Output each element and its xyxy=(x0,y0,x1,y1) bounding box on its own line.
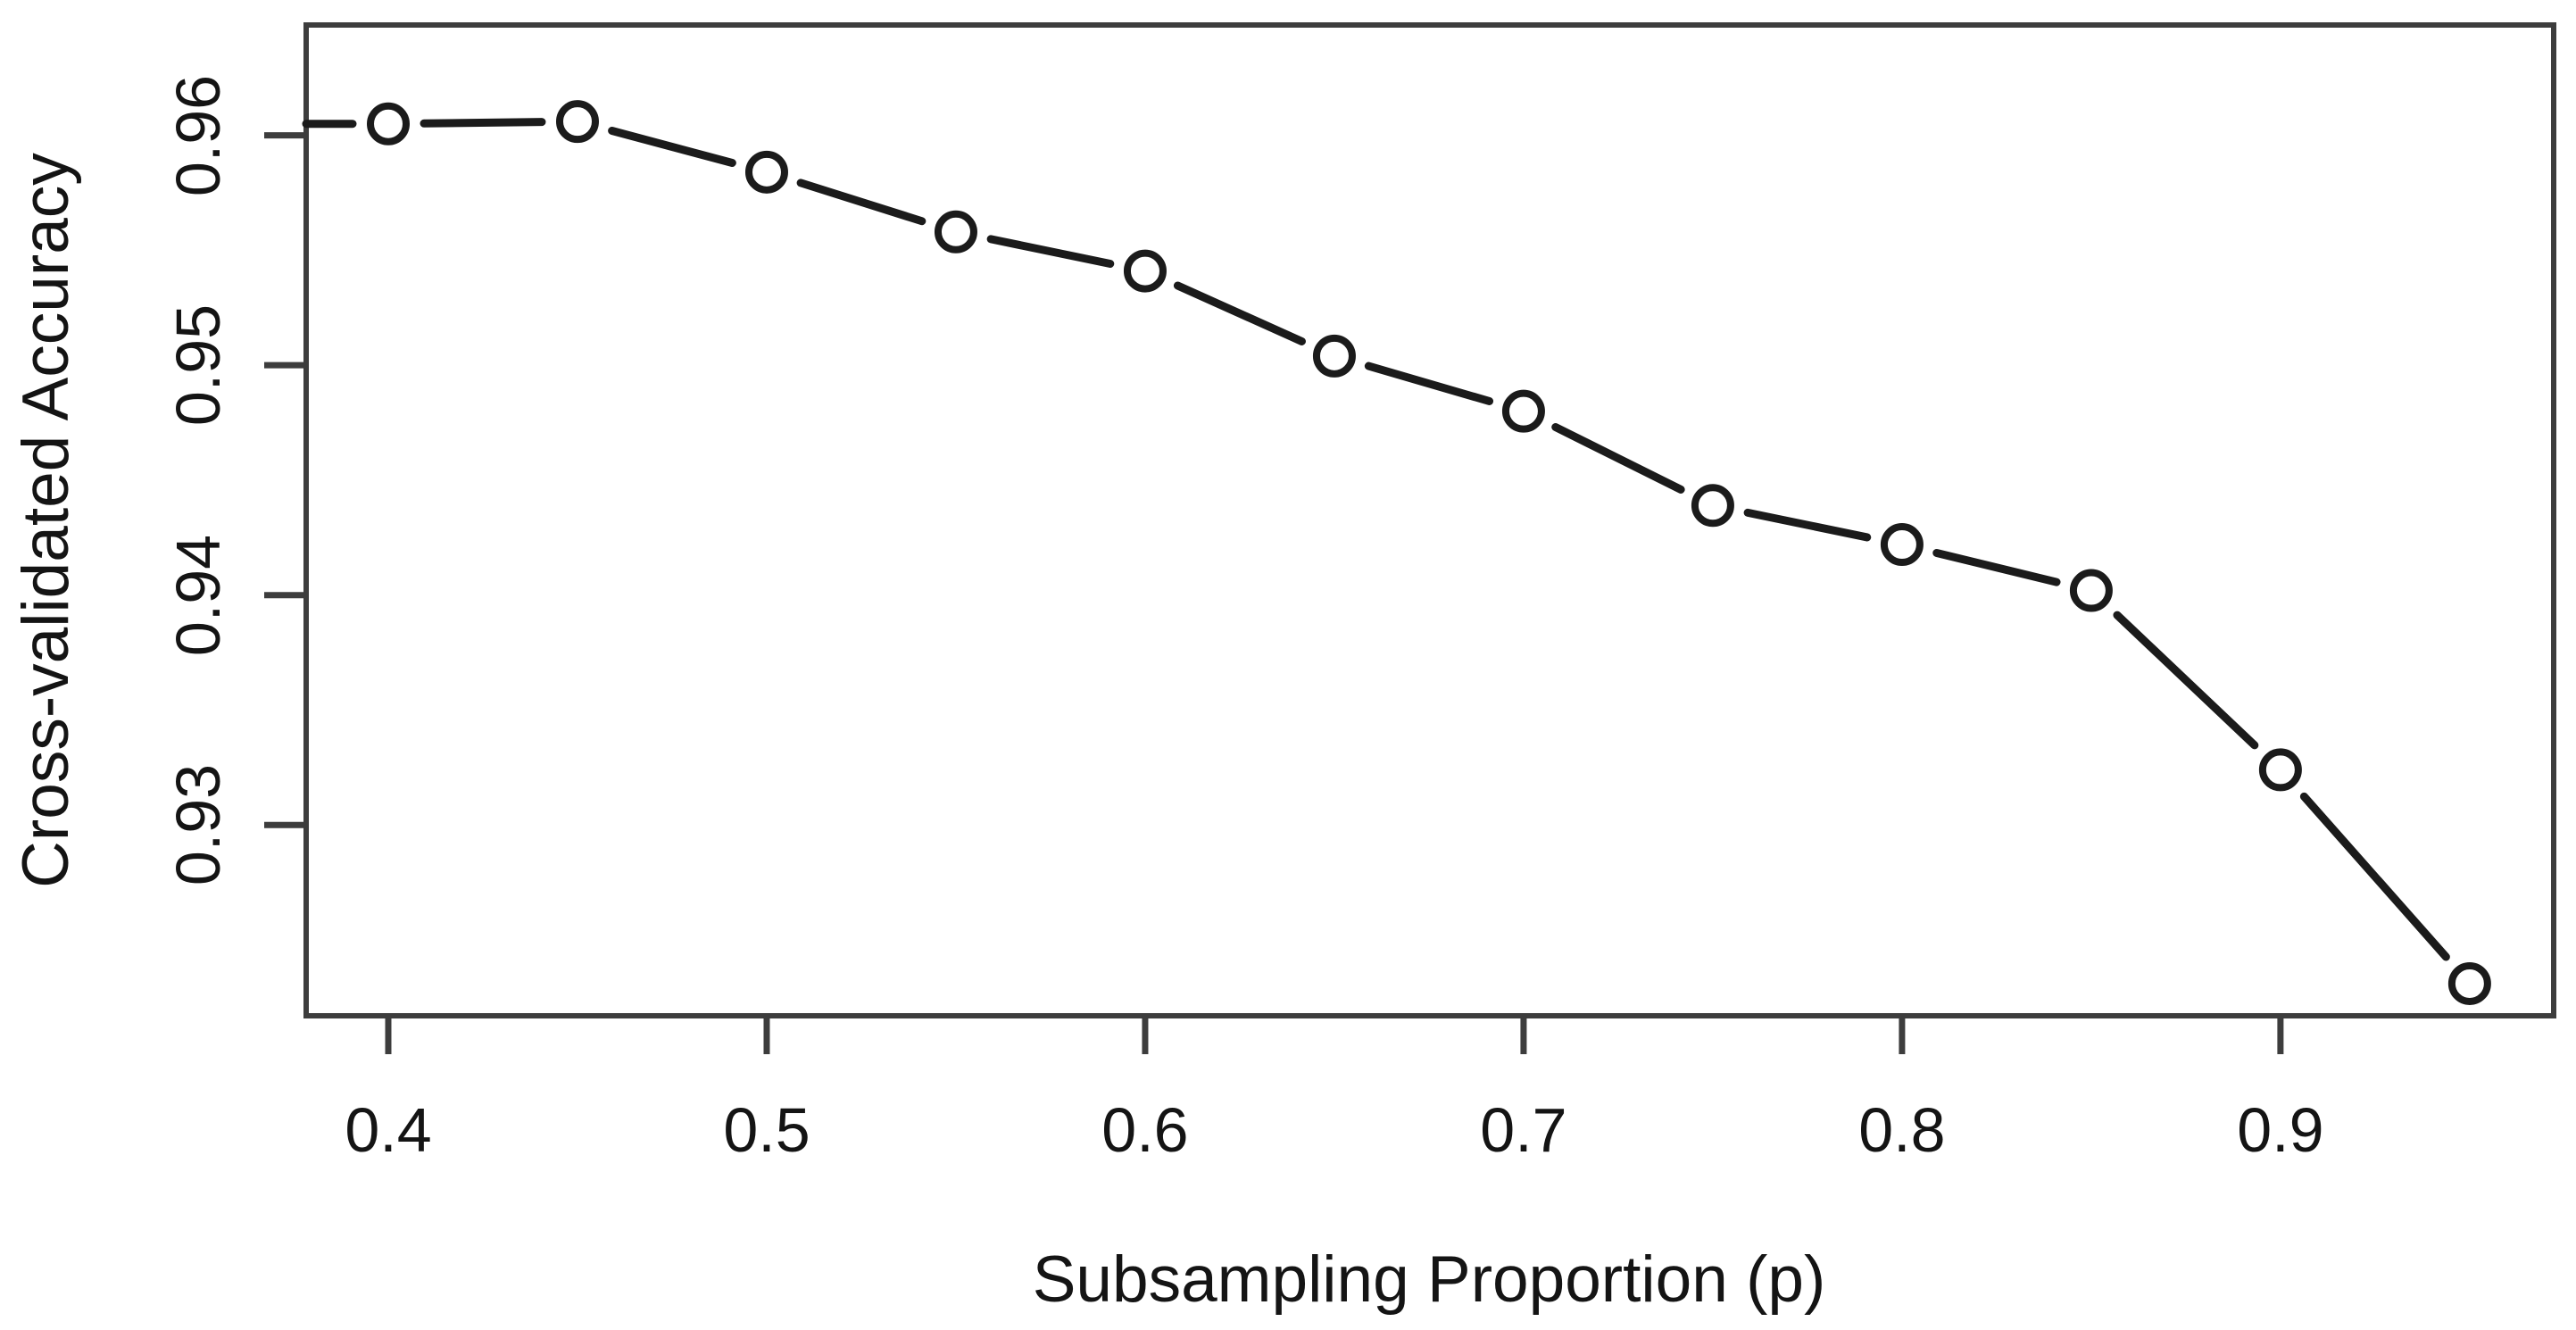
data-point-marker xyxy=(2069,569,2113,612)
series-line-segment xyxy=(420,118,546,128)
y-tick-label: 0.94 xyxy=(163,534,233,656)
data-point-marker xyxy=(744,150,788,194)
x-tick-label: 0.9 xyxy=(2237,1095,2324,1165)
series-line-segment xyxy=(1364,362,1494,405)
series-line-segment xyxy=(1932,548,2061,586)
data-point-marker xyxy=(2447,961,2491,1005)
x-tick-label: 0.5 xyxy=(723,1095,810,1165)
series-line-segment xyxy=(1743,508,1872,542)
series-line-segment xyxy=(608,126,736,167)
y-tick-label: 0.93 xyxy=(163,764,233,886)
x-axis-label: Subsampling Proportion (p) xyxy=(1032,1243,1826,1316)
plot-border xyxy=(303,22,2556,1018)
data-point-marker xyxy=(555,100,599,144)
x-tick-label: 0.6 xyxy=(1101,1095,1189,1165)
y-tick-label: 0.95 xyxy=(163,304,233,427)
data-point-marker xyxy=(1123,249,1167,293)
data-point-marker xyxy=(1691,484,1734,528)
series-line-segment xyxy=(986,235,1115,268)
x-tick-label: 0.8 xyxy=(1858,1095,1946,1165)
data-point-marker xyxy=(1312,334,1356,378)
data-point-marker xyxy=(934,210,977,254)
series-line-segment xyxy=(1551,423,1685,494)
data-point-marker xyxy=(1501,389,1545,433)
x-tick-label: 0.4 xyxy=(345,1095,432,1165)
y-tick-label: 0.96 xyxy=(163,74,233,196)
data-point-marker xyxy=(2258,748,2302,792)
data-point-marker xyxy=(367,102,411,145)
data-point-marker xyxy=(1880,523,1924,567)
x-tick-label: 0.7 xyxy=(1480,1095,1567,1165)
series-line-segment xyxy=(2299,792,2450,961)
y-axis-label: Cross-validated Accuracy xyxy=(10,153,82,888)
series-line-segment xyxy=(796,179,927,226)
series-line-segment xyxy=(2113,611,2259,750)
series-line-segment xyxy=(1173,281,1306,345)
